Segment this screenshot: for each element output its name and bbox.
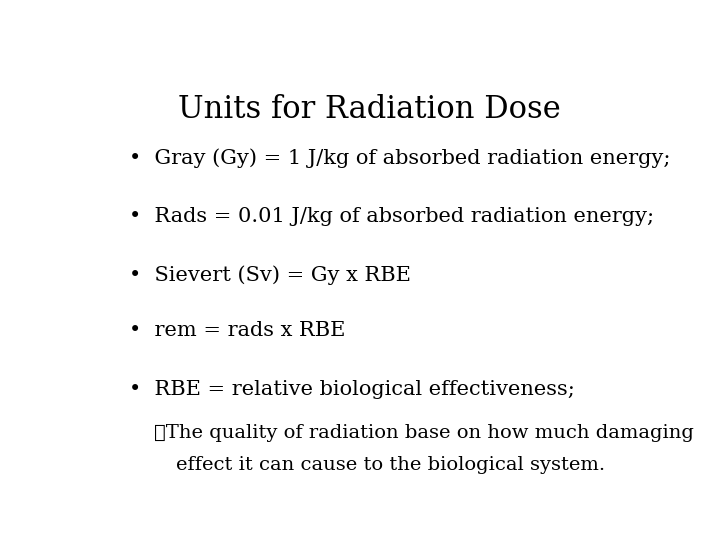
- Text: •  rem = rads x RBE: • rem = rads x RBE: [129, 321, 346, 340]
- Text: ➤The quality of radiation base on how much damaging: ➤The quality of radiation base on how mu…: [154, 424, 694, 442]
- Text: •  RBE = relative biological effectiveness;: • RBE = relative biological effectivenes…: [129, 380, 575, 399]
- Text: •  Gray (Gy) = 1 J/kg of absorbed radiation energy;: • Gray (Gy) = 1 J/kg of absorbed radiati…: [129, 148, 670, 168]
- Text: Units for Radiation Dose: Units for Radiation Dose: [178, 94, 560, 125]
- Text: •  Sievert (Sv) = Gy x RBE: • Sievert (Sv) = Gy x RBE: [129, 265, 411, 285]
- Text: •  Rads = 0.01 J/kg of absorbed radiation energy;: • Rads = 0.01 J/kg of absorbed radiation…: [129, 207, 654, 226]
- Text: effect it can cause to the biological system.: effect it can cause to the biological sy…: [176, 456, 606, 474]
